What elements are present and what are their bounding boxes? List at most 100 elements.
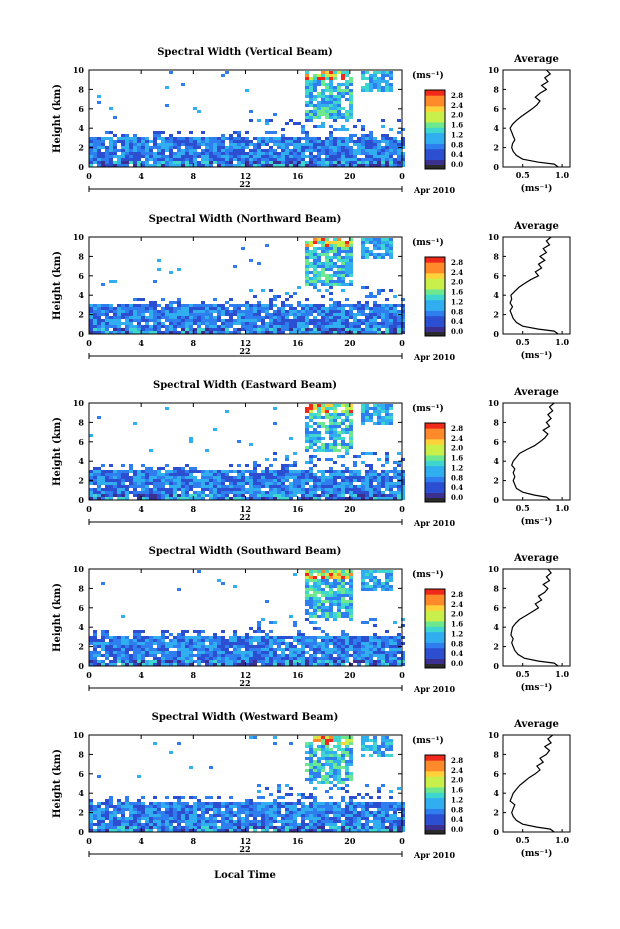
heatmap-cell bbox=[325, 413, 329, 416]
heatmap-cell bbox=[149, 494, 153, 497]
heatmap-cell bbox=[97, 814, 101, 817]
heatmap-cell bbox=[105, 146, 109, 149]
heatmap-cell bbox=[229, 497, 233, 500]
profile-y-tick-label: 8 bbox=[493, 251, 499, 261]
y-tick-label: 10 bbox=[73, 65, 85, 75]
heatmap-cell bbox=[113, 645, 117, 648]
heatmap-cell bbox=[105, 131, 109, 134]
heatmap-cell bbox=[161, 485, 165, 488]
heatmap-cell bbox=[373, 479, 377, 482]
heatmap-cell bbox=[193, 491, 197, 494]
heatmap-cell bbox=[117, 648, 121, 651]
heatmap-cell bbox=[397, 155, 401, 158]
heatmap-cell bbox=[365, 588, 369, 591]
heatmap-cell bbox=[337, 570, 341, 573]
heatmap-cell bbox=[145, 161, 149, 164]
heatmap-cell bbox=[365, 413, 369, 416]
heatmap-cell bbox=[333, 642, 337, 645]
heatmap-cell bbox=[337, 113, 341, 116]
heatmap-cell bbox=[293, 310, 297, 313]
heatmap-cell bbox=[205, 654, 209, 657]
heatmap-cell bbox=[329, 310, 333, 313]
heatmap-cell bbox=[181, 479, 185, 482]
heatmap-cell bbox=[189, 639, 193, 642]
heatmap-cell bbox=[345, 651, 349, 654]
heatmap-cell bbox=[281, 467, 285, 470]
heatmap-cell bbox=[393, 485, 397, 488]
heatmap-cell bbox=[341, 331, 345, 334]
heatmap-cell bbox=[105, 808, 109, 811]
heatmap-cell bbox=[217, 479, 221, 482]
heatmap-cell bbox=[341, 582, 345, 585]
heatmap-cell bbox=[289, 657, 293, 660]
heatmap-cell bbox=[277, 826, 281, 829]
heatmap-cell bbox=[265, 143, 269, 146]
heatmap-cell bbox=[225, 654, 229, 657]
heatmap-cell bbox=[225, 491, 229, 494]
heatmap-cell bbox=[329, 654, 333, 657]
heatmap-cell bbox=[253, 143, 257, 146]
heatmap-cell bbox=[157, 164, 161, 167]
heatmap-cell bbox=[349, 609, 353, 612]
heatmap-cell bbox=[333, 657, 337, 660]
heatmap-cell bbox=[269, 301, 273, 304]
heatmap-cell bbox=[93, 322, 97, 325]
heatmap-cell bbox=[377, 657, 381, 660]
heatmap-cell bbox=[257, 476, 261, 479]
heatmap-cell bbox=[357, 307, 361, 310]
heatmap-cell bbox=[357, 310, 361, 313]
heatmap-cell bbox=[97, 660, 101, 663]
heatmap-cell bbox=[157, 648, 161, 651]
heatmap-cell bbox=[369, 295, 373, 298]
heatmap-cell bbox=[369, 253, 373, 256]
colorbar-swatch bbox=[425, 610, 445, 617]
heatmap-cell bbox=[293, 161, 297, 164]
heatmap-cell bbox=[345, 71, 349, 74]
heatmap-cell bbox=[241, 817, 245, 820]
heatmap-cell bbox=[385, 250, 389, 253]
heatmap-cell bbox=[117, 817, 121, 820]
heatmap-cell bbox=[265, 322, 269, 325]
heatmap-cell bbox=[269, 621, 273, 624]
heatmap-cell bbox=[389, 313, 393, 316]
heatmap-cell bbox=[213, 152, 217, 155]
heatmap-cell bbox=[309, 413, 313, 416]
heatmap-cell bbox=[137, 639, 141, 642]
heatmap-cell bbox=[253, 149, 257, 152]
profile-y-tick-label: 6 bbox=[493, 104, 499, 114]
heatmap-cell bbox=[401, 146, 405, 149]
heatmap-cell bbox=[265, 152, 269, 155]
heatmap-cell bbox=[333, 594, 337, 597]
heatmap-cell bbox=[369, 134, 373, 137]
heatmap-cell bbox=[341, 283, 345, 286]
heatmap-cell bbox=[317, 425, 321, 428]
heatmap-cell bbox=[357, 488, 361, 491]
profile-frame bbox=[502, 69, 571, 168]
profile-x-tick-label: 0.5 bbox=[516, 503, 530, 513]
heatmap-cell bbox=[121, 651, 125, 654]
heatmap-cell bbox=[165, 636, 169, 639]
heatmap-cell bbox=[229, 304, 233, 307]
heatmap-cell bbox=[177, 663, 181, 666]
heatmap-cell bbox=[253, 331, 257, 334]
heatmap-cell bbox=[297, 630, 301, 633]
heatmap-cell bbox=[349, 476, 353, 479]
heatmap-cell bbox=[321, 488, 325, 491]
heatmap-cell bbox=[305, 449, 309, 452]
heatmap-cell bbox=[201, 313, 205, 316]
heatmap-cell bbox=[361, 128, 365, 131]
heatmap-cell bbox=[305, 600, 309, 603]
heatmap-cell bbox=[165, 304, 169, 307]
heatmap-cell bbox=[265, 820, 269, 823]
heatmap-cell bbox=[157, 319, 161, 322]
heatmap-cell bbox=[241, 823, 245, 826]
heatmap-cell bbox=[273, 140, 277, 143]
heatmap-cell bbox=[229, 140, 233, 143]
heatmap-cell bbox=[165, 642, 169, 645]
heatmap-cell bbox=[137, 651, 141, 654]
heatmap-cell bbox=[333, 325, 337, 328]
heatmap-cell bbox=[185, 645, 189, 648]
heatmap-cell bbox=[321, 594, 325, 597]
heatmap-cell bbox=[305, 431, 309, 434]
heatmap-cell bbox=[189, 149, 193, 152]
